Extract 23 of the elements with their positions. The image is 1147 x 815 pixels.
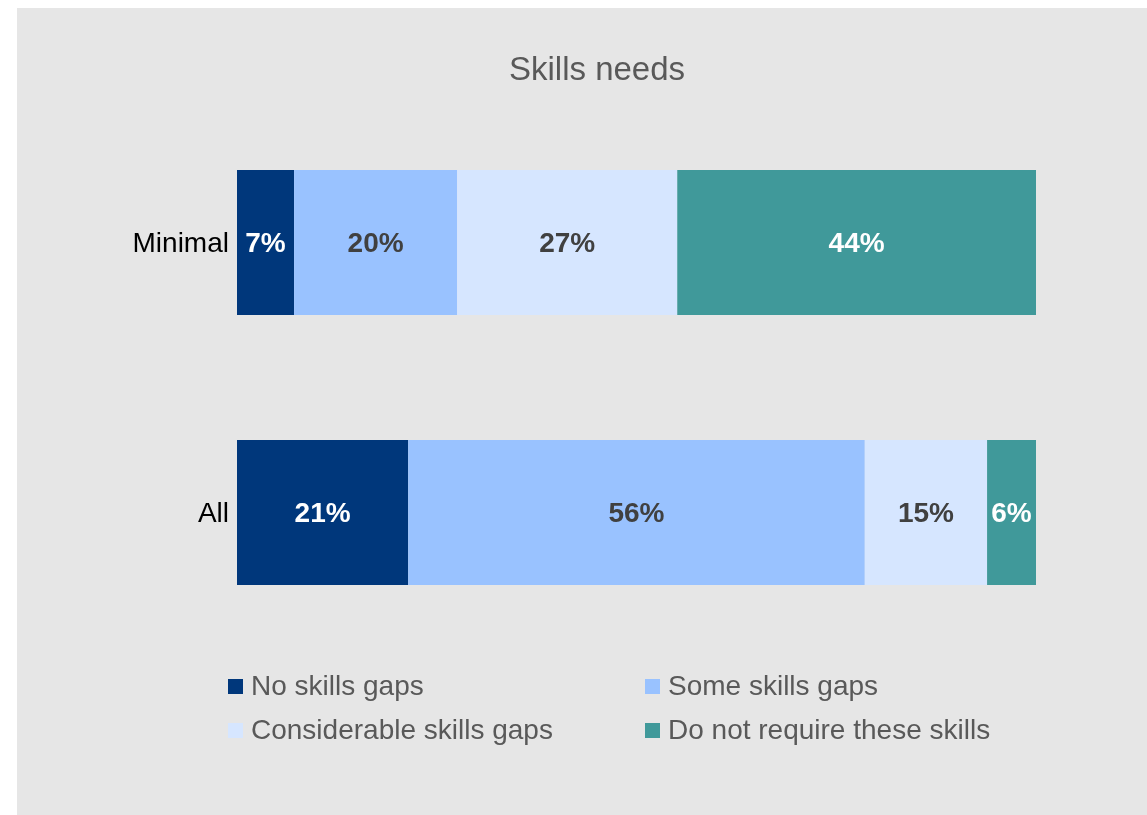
chart-title: Skills needs bbox=[507, 50, 687, 88]
y-tick-label: All bbox=[197, 496, 229, 528]
bar bbox=[864, 440, 988, 585]
legend-label: Do not require these skills bbox=[668, 714, 991, 746]
data-label: 21% bbox=[294, 497, 351, 529]
bar bbox=[294, 170, 458, 315]
data-label: 27% bbox=[539, 227, 596, 259]
legend-label: Considerable skills gaps bbox=[251, 714, 553, 746]
bar bbox=[677, 170, 1036, 315]
data-label: 56% bbox=[608, 497, 665, 529]
data-label: 7% bbox=[245, 227, 286, 259]
legend-label: Some skills gaps bbox=[668, 670, 879, 702]
legend-label: No skills gaps bbox=[251, 670, 424, 702]
bar bbox=[237, 440, 409, 585]
data-label: 15% bbox=[897, 497, 955, 529]
data-label: 44% bbox=[828, 227, 885, 259]
y-tick-label: Minimal bbox=[132, 226, 229, 258]
bar bbox=[408, 440, 865, 585]
bar bbox=[987, 440, 1036, 585]
bar bbox=[237, 170, 295, 315]
bar bbox=[457, 170, 678, 315]
data-label: 20% bbox=[347, 227, 404, 259]
data-label: 6% bbox=[991, 497, 1032, 529]
